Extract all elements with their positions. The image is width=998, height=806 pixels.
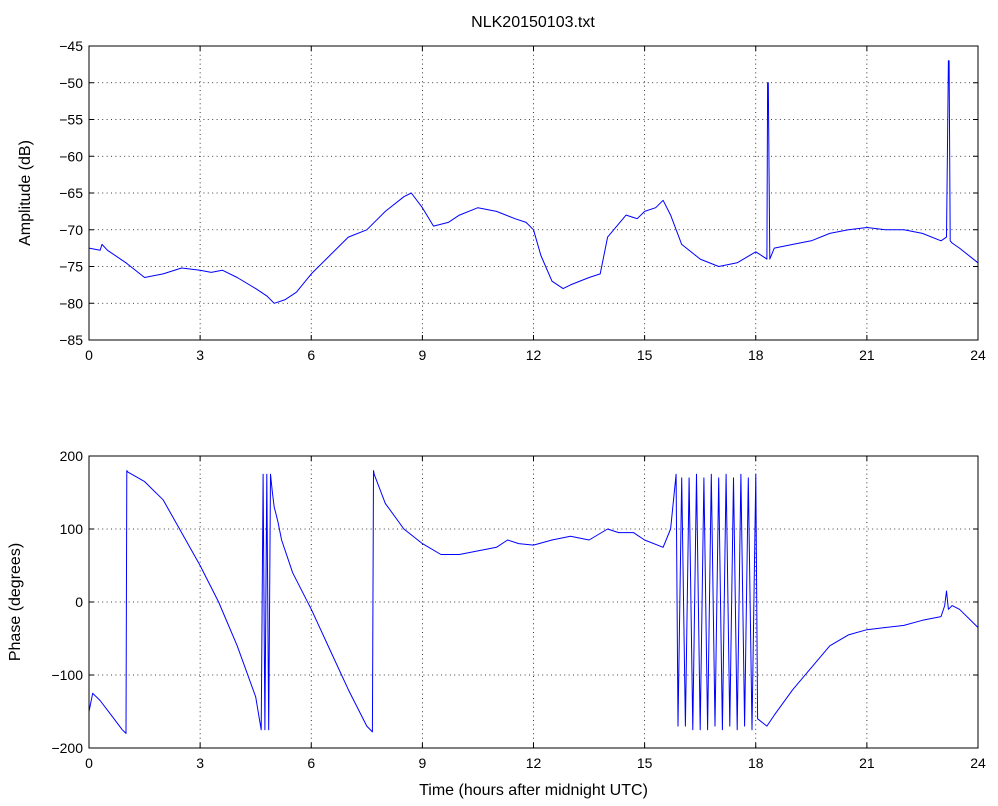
phase-series-line-0 <box>88 470 979 734</box>
amplitude-panel: 0 3 6 9 12 15 18 21 24 −85 −80 −75 −70 −65 −60 −55 −50 −4… <box>17 38 986 363</box>
amplitude-xtick-label-2: 6 <box>307 347 315 363</box>
amplitude-ytick-label-8: −45 <box>59 38 83 54</box>
phase-xtick-label-5: 15 <box>637 755 653 771</box>
figure-title: NLK20150103.txt <box>471 14 595 31</box>
phase-ytick-label-1: −100 <box>51 667 83 683</box>
amplitude-xtick-label-7: 21 <box>859 347 875 363</box>
phase-ytick-label-0: −200 <box>51 740 83 756</box>
amplitude-ylabel: Amplitude (dB) <box>17 140 34 246</box>
amplitude-ytick-label-3: −70 <box>59 222 83 238</box>
phase-ytick-label-3: 100 <box>60 521 84 537</box>
phase-xtick-label-1: 3 <box>196 755 204 771</box>
phase-panel: 0 3 6 9 12 15 18 21 24 −200 −100 0 100 200 Phase (degr… <box>7 448 986 799</box>
amplitude-ytick-label-2: −75 <box>59 259 83 275</box>
phase-ytick-label-2: 0 <box>75 594 83 610</box>
amplitude-ytick-label-6: −55 <box>59 112 83 128</box>
amplitude-xtick-label-5: 15 <box>637 347 653 363</box>
amplitude-ytick-label-4: −65 <box>59 185 83 201</box>
phase-xtick-label-4: 12 <box>526 755 542 771</box>
phase-xtick-label-6: 18 <box>748 755 764 771</box>
amplitude-ytick-label-0: −85 <box>59 332 83 348</box>
amplitude-xtick-label-3: 9 <box>418 347 426 363</box>
phase-xtick-label-2: 6 <box>307 755 315 771</box>
phase-ylabel: Phase (degrees) <box>7 543 24 661</box>
phase-xtick-label-0: 0 <box>85 755 93 771</box>
amplitude-ytick-label-5: −60 <box>59 148 83 164</box>
phase-xlabel: Time (hours after midnight UTC) <box>419 782 648 799</box>
amplitude-xtick-label-8: 24 <box>970 347 986 363</box>
amplitude-xtick-label-0: 0 <box>85 347 93 363</box>
amplitude-xtick-label-6: 18 <box>748 347 764 363</box>
amplitude-series-line-0 <box>88 60 979 304</box>
amplitude-xtick-label-4: 12 <box>526 347 542 363</box>
phase-xtick-label-8: 24 <box>970 755 986 771</box>
phase-xtick-label-7: 21 <box>859 755 875 771</box>
amplitude-ytick-label-7: −50 <box>59 75 83 91</box>
amplitude-ytick-label-1: −80 <box>59 295 83 311</box>
amplitude-xtick-label-1: 3 <box>196 347 204 363</box>
phase-ytick-label-4: 200 <box>60 448 84 464</box>
phase-xtick-label-3: 9 <box>418 755 426 771</box>
